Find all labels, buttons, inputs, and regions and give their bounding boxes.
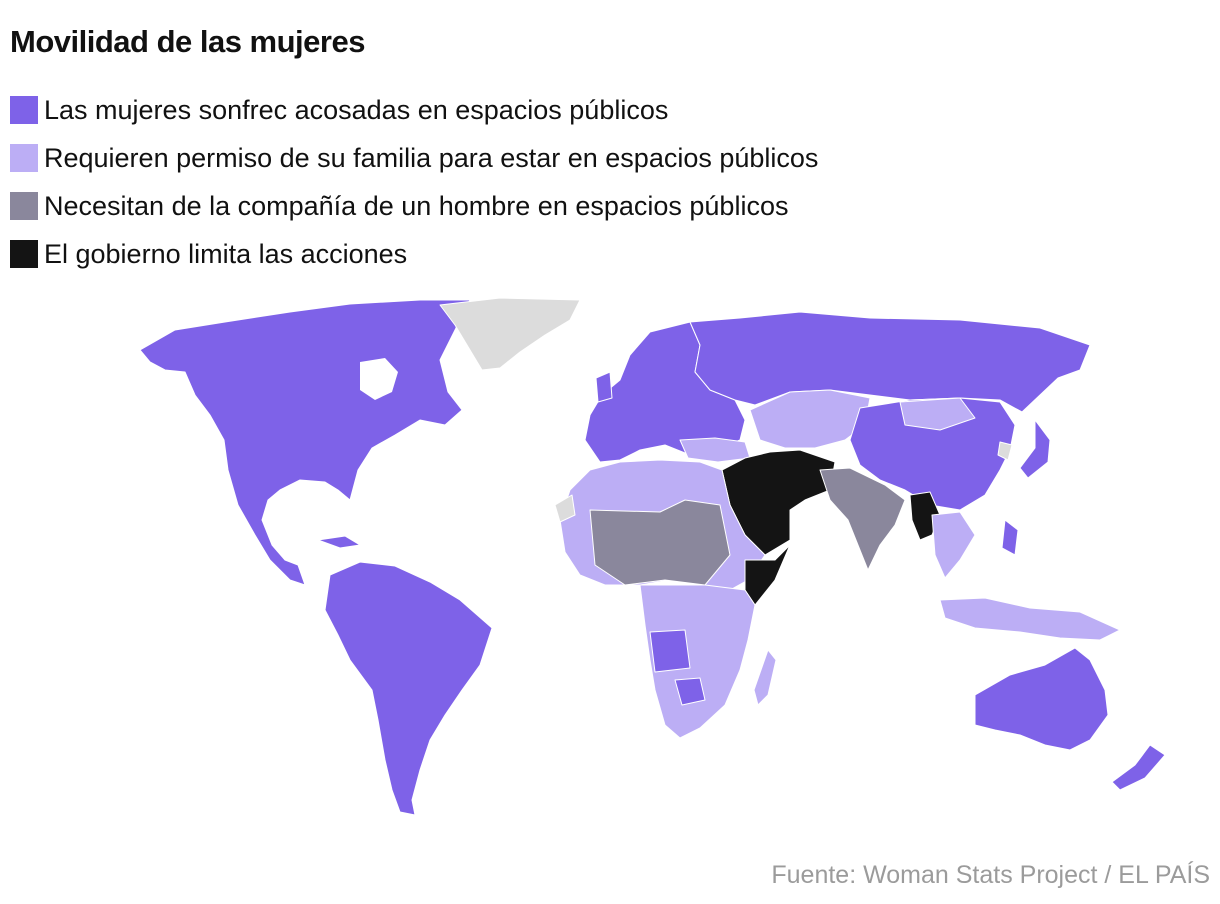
region-greenland [439,297,581,371]
region-uk [595,371,613,403]
region-philippines [1001,519,1019,556]
region-russia [689,311,1091,413]
legend-item-harassed: Las mujeres sonfrec acosadas en espacios… [10,86,818,134]
region-new-zealand [1111,744,1166,791]
region-sahel [589,499,731,586]
legend: Las mujeres sonfrec acosadas en espacios… [10,86,818,278]
legend-label-government-limits: El gobierno limita las acciones [44,238,408,269]
region-botswana [674,677,706,706]
region-japan [1019,419,1051,479]
map-title: Movilidad de las mujeres [10,24,365,59]
region-western-sahara [554,494,576,523]
legend-item-family-permission: Requieren permiso de su familia para est… [10,134,818,182]
region-angola [649,629,691,673]
legend-swatch-harassed [10,96,38,124]
region-turkey [679,437,751,463]
world-map [139,297,1166,816]
legend-label-harassed: Las mujeres sonfrec acosadas en espacios… [44,94,669,125]
source-credit: Fuente: Woman Stats Project / EL PAÍS [771,861,1210,889]
region-north-korea [997,441,1013,461]
region-australia [974,647,1109,751]
region-southern-africa [639,584,756,739]
region-south-asia [819,467,906,571]
region-madagascar [753,649,777,706]
region-indonesia [939,597,1121,641]
legend-item-government-limits: El gobierno limita las acciones [10,230,818,278]
region-caribbean [317,535,361,549]
region-china [849,397,1016,511]
region-north-america [139,299,471,586]
region-south-america [324,561,493,816]
legend-label-family-permission: Requieren permiso de su familia para est… [44,142,819,173]
legend-swatch-government-limits [10,240,38,268]
legend-swatch-male-companion [10,192,38,220]
legend-label-male-companion: Necesitan de la compañía de un hombre en… [44,190,789,221]
region-mongolia [899,397,976,431]
legend-swatch-family-permission [10,144,38,172]
water-hudson-bay [360,358,398,400]
legend-item-male-companion: Necesitan de la compañía de un hombre en… [10,182,818,230]
region-southeast-asia [931,511,976,579]
